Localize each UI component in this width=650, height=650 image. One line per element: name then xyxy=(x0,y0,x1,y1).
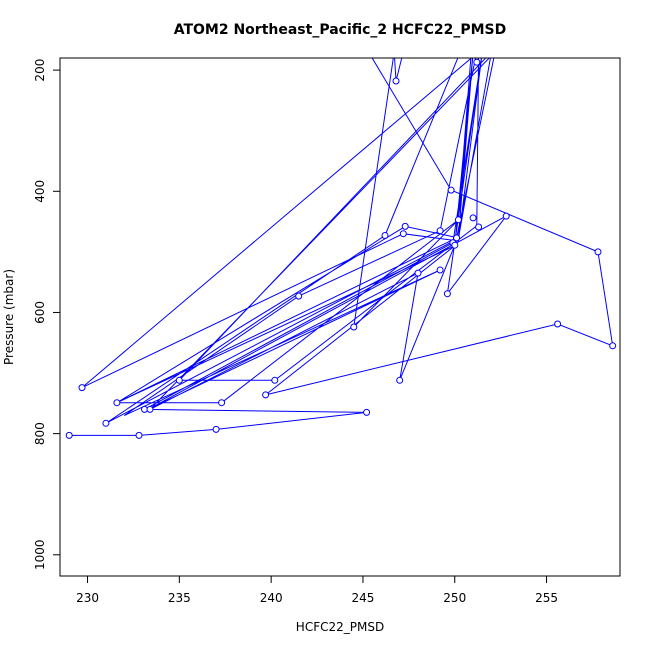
data-point xyxy=(113,399,121,407)
data-point xyxy=(102,419,110,427)
data-point xyxy=(396,376,404,384)
data-point xyxy=(381,232,389,239)
plot-frame xyxy=(59,57,621,577)
data-point xyxy=(436,266,444,274)
data-point xyxy=(146,405,154,413)
x-tick-label: 255 xyxy=(535,591,558,605)
x-axis-label: HCFC22_PMSD xyxy=(296,620,384,634)
x-tick-label: 245 xyxy=(351,591,374,605)
data-point xyxy=(447,186,455,194)
y-tick-label: 600 xyxy=(33,301,47,324)
y-tick-label: 200 xyxy=(33,59,47,82)
data-point xyxy=(271,376,279,384)
x-tick-label: 235 xyxy=(168,591,191,605)
data-point xyxy=(443,290,451,298)
data-point xyxy=(475,223,483,231)
x-tick-label: 240 xyxy=(260,591,283,605)
data-point xyxy=(65,431,73,439)
data-point xyxy=(454,216,462,224)
data-point xyxy=(414,269,422,277)
data-point xyxy=(399,230,407,238)
series-line xyxy=(69,58,614,436)
data-point xyxy=(262,391,270,399)
data-point xyxy=(554,320,562,328)
data-point xyxy=(473,58,481,66)
data-point xyxy=(609,342,617,350)
data-point xyxy=(363,408,371,416)
chart-title: ATOM2 Northeast_Pacific_2 HCFC22_PMSD xyxy=(174,22,507,38)
plot-lines xyxy=(69,58,614,436)
y-axis: 200 400 600 800 1000 xyxy=(33,59,60,570)
plot-markers xyxy=(65,58,617,439)
x-tick-label: 230 xyxy=(76,591,99,605)
y-tick-label: 1000 xyxy=(33,540,47,571)
data-point xyxy=(469,214,477,222)
x-tick-label: 250 xyxy=(443,591,466,605)
data-point xyxy=(295,292,303,300)
data-point xyxy=(350,323,358,331)
data-point xyxy=(502,212,510,220)
data-point xyxy=(451,241,459,249)
data-point xyxy=(175,376,183,384)
x-axis: 230 235 240 245 250 255 xyxy=(76,576,558,605)
data-point xyxy=(78,384,86,392)
data-point xyxy=(401,222,409,230)
data-point xyxy=(594,248,602,256)
data-point xyxy=(135,431,143,439)
data-point xyxy=(392,77,400,85)
y-axis-label: Pressure (mbar) xyxy=(2,269,16,365)
y-tick-label: 400 xyxy=(33,180,47,203)
data-point xyxy=(453,234,461,242)
data-point xyxy=(212,425,220,433)
y-tick-label: 800 xyxy=(33,422,47,445)
data-point xyxy=(436,227,444,235)
data-point xyxy=(218,399,226,407)
